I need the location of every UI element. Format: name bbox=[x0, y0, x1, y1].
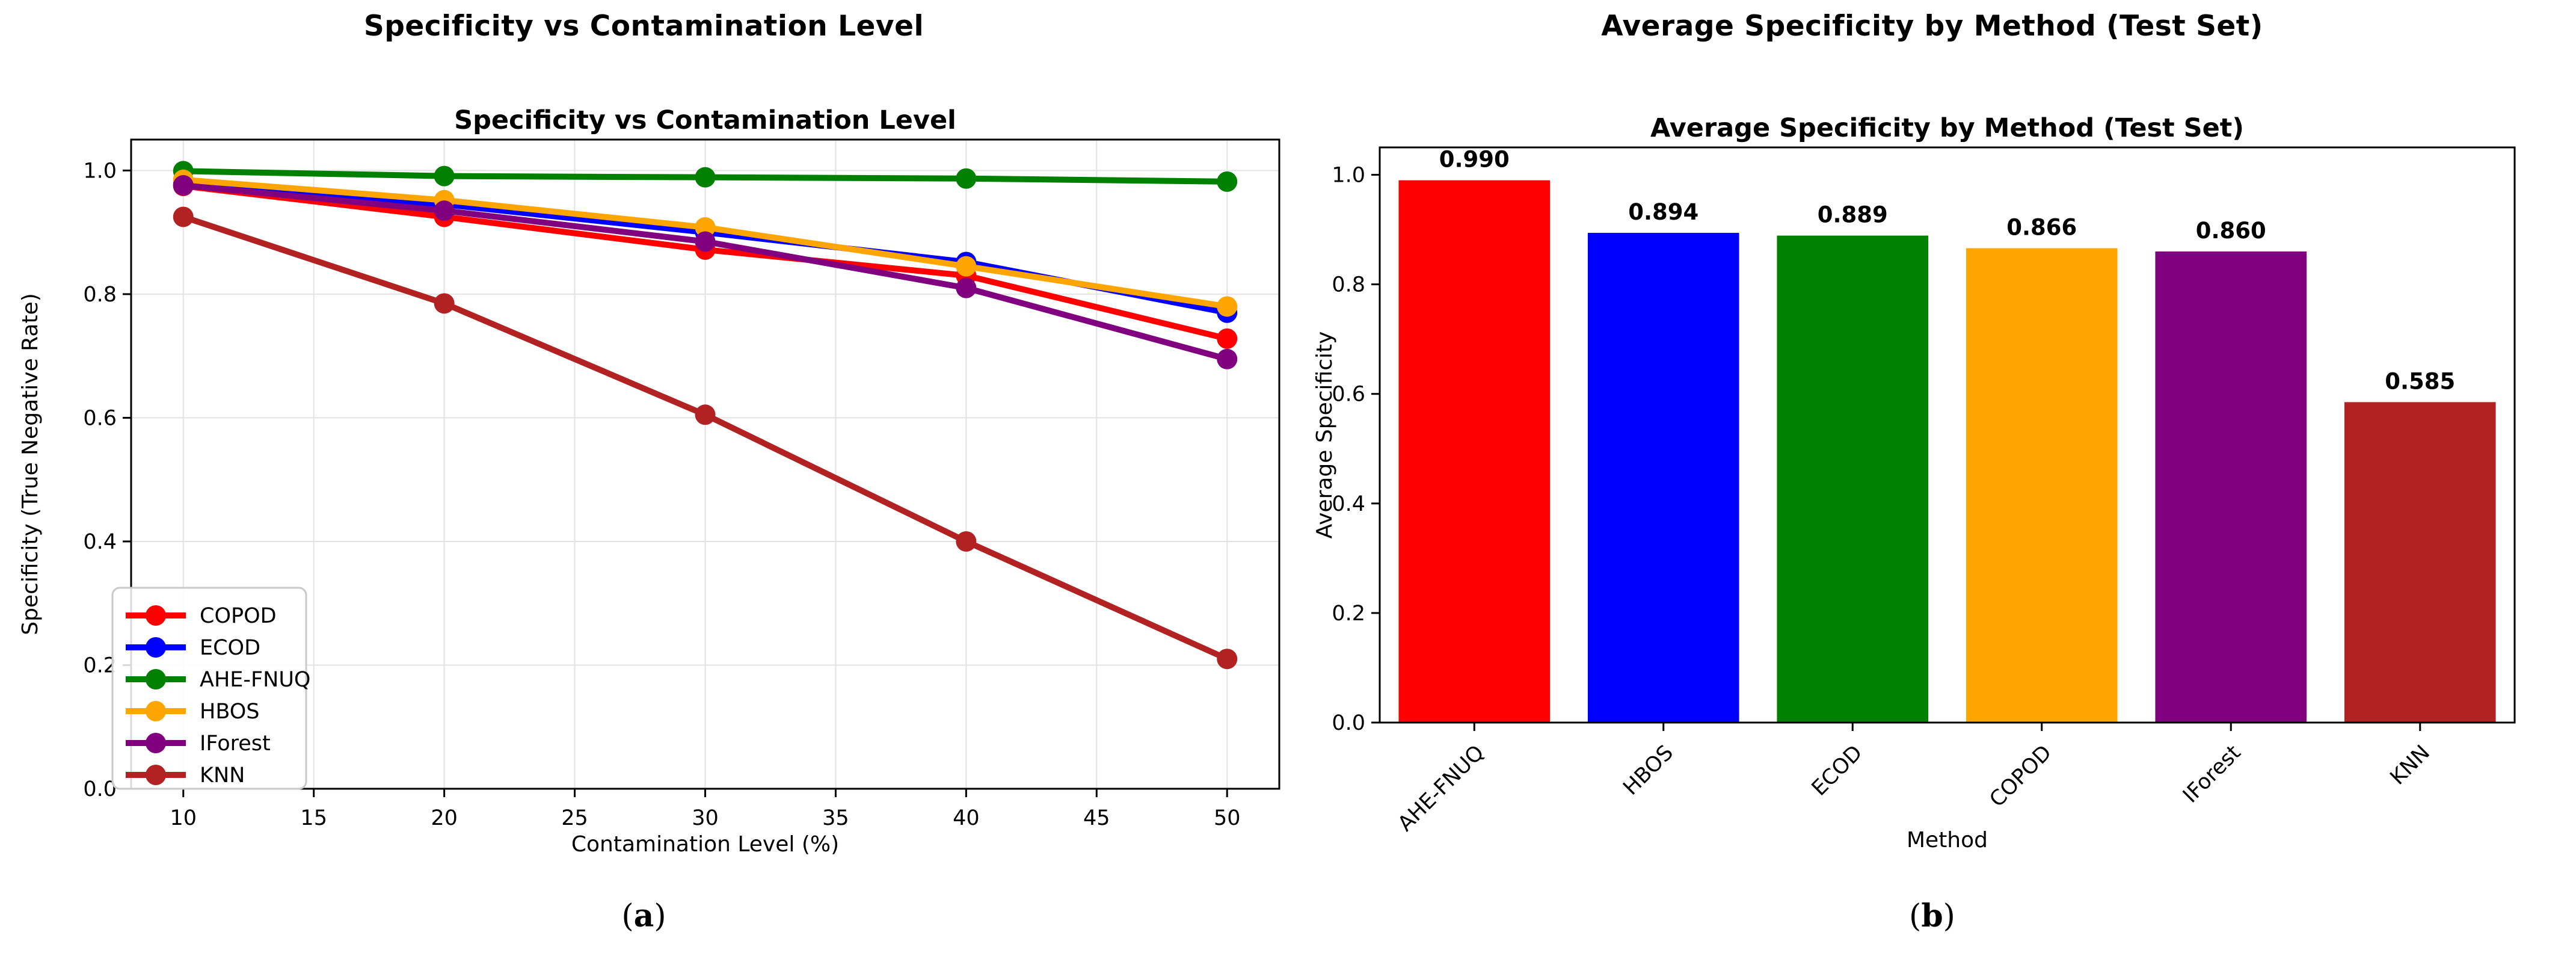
y-tick-label: 0.4 bbox=[83, 530, 117, 554]
legend-label-ecod: ECOD bbox=[200, 636, 260, 660]
bar-ecod bbox=[1777, 235, 1929, 723]
x-tick-label-ecod: ECOD bbox=[1807, 741, 1867, 801]
x-tick-label-iforest: IForest bbox=[2178, 741, 2246, 808]
data-point-marker bbox=[173, 175, 194, 196]
x-tick-label-hbos: HBOS bbox=[1618, 741, 1678, 800]
x-axis-label: Contamination Level (%) bbox=[571, 832, 839, 857]
legend-label-knn: KNN bbox=[200, 763, 245, 788]
x-axis-label: Method bbox=[1907, 828, 1988, 853]
x-tick-label-copod: COPOD bbox=[1985, 741, 2057, 812]
data-point-marker bbox=[1217, 171, 1238, 192]
bar-chart-svg: 0.990 0.894 0.889 0.866 0.860 0.585 0.0 0.2 0.4 0… bbox=[1312, 113, 2516, 853]
legend-marker-sample bbox=[146, 669, 166, 689]
figure-title-a: Specificity vs Contamination Level bbox=[363, 10, 924, 43]
data-point-marker bbox=[695, 404, 716, 425]
caption-b-letter: b bbox=[1921, 898, 1943, 934]
panel-a: Specificity vs Contamination Level 10 15 2… bbox=[0, 10, 1288, 934]
y-tick-label: 1.0 bbox=[1332, 164, 1365, 188]
y-tick-label: 0.0 bbox=[1332, 711, 1365, 735]
y-tick-label: 1.0 bbox=[83, 159, 117, 183]
data-point-marker bbox=[434, 293, 455, 314]
x-tick-label: 25 bbox=[561, 806, 588, 830]
data-point-marker bbox=[956, 531, 977, 552]
axes-title: Average Specificity by Method (Test Set) bbox=[1650, 113, 2244, 143]
data-point-marker bbox=[956, 277, 977, 298]
y-tick-label: 0.6 bbox=[1332, 383, 1365, 407]
series-knn bbox=[173, 206, 1238, 670]
x-tick-label-knn: KNN bbox=[2386, 741, 2435, 790]
caption-b-open: ( bbox=[1909, 898, 1922, 934]
y-tick-label: 0.4 bbox=[1332, 492, 1365, 516]
legend-label-ahe-fnuq: AHE-FNUQ bbox=[200, 668, 311, 692]
legend-marker-sample bbox=[146, 733, 166, 753]
data-point-marker bbox=[695, 167, 716, 188]
bar-copod bbox=[1966, 248, 2118, 723]
series-hbos bbox=[173, 169, 1238, 317]
x-tick-label: 10 bbox=[170, 806, 197, 830]
data-point-marker bbox=[434, 165, 455, 187]
data-point-marker bbox=[956, 256, 977, 277]
series-iforest bbox=[173, 175, 1238, 369]
caption-a-open: ( bbox=[621, 898, 634, 934]
legend-marker-sample bbox=[146, 765, 166, 785]
bar-value-label: 0.889 bbox=[1818, 202, 1888, 228]
legend-label-copod: COPOD bbox=[200, 604, 277, 628]
data-point-marker bbox=[956, 168, 977, 189]
legend-marker-sample bbox=[146, 637, 166, 658]
panel-b: Average Specificity by Method (Test Set)… bbox=[1288, 0, 2576, 956]
plot-frame bbox=[1379, 146, 2516, 724]
caption-b: (b) bbox=[1288, 898, 2576, 934]
data-point-marker bbox=[1217, 348, 1238, 369]
data-point-marker bbox=[173, 206, 194, 227]
caption-a: (a) bbox=[0, 898, 1288, 934]
y-tick-label: 0.2 bbox=[83, 653, 117, 677]
legend-label-iforest: IForest bbox=[200, 732, 271, 756]
bar-value-label: 0.990 bbox=[1439, 147, 1510, 173]
bar-value-label: 0.866 bbox=[2006, 215, 2077, 241]
data-point-marker bbox=[434, 200, 455, 221]
data-point-marker bbox=[1217, 296, 1238, 317]
caption-a-letter: a bbox=[633, 898, 654, 934]
legend-marker-sample bbox=[146, 701, 166, 721]
bar-hbos bbox=[1587, 233, 1739, 723]
y-tick-label: 0.8 bbox=[83, 283, 117, 307]
bar-value-label: 0.894 bbox=[1628, 199, 1698, 225]
y-tick-label: 0.2 bbox=[1332, 602, 1365, 626]
caption-a-close: ) bbox=[654, 898, 666, 934]
bar-knn bbox=[2344, 402, 2496, 723]
data-point-marker bbox=[1217, 328, 1238, 349]
legend-label-hbos: HBOS bbox=[200, 700, 259, 724]
y-axis-label: Average Specificity bbox=[1312, 332, 1337, 539]
y-tick-label: 0.6 bbox=[83, 406, 117, 430]
y-tick-label: 0.0 bbox=[83, 777, 117, 801]
x-tick-label-ahe-fnuq: AHE-FNUQ bbox=[1394, 741, 1489, 836]
data-point-marker bbox=[695, 231, 716, 252]
x-tick-label: 15 bbox=[300, 806, 327, 830]
caption-b-close: ) bbox=[1943, 898, 1955, 934]
y-tick-label: 0.8 bbox=[1332, 273, 1365, 297]
x-tick-label: 30 bbox=[692, 806, 719, 830]
x-tick-label: 35 bbox=[822, 806, 849, 830]
figure-title-b: Average Specificity by Method (Test Set) bbox=[1601, 10, 2263, 43]
bar-value-label: 0.860 bbox=[2196, 218, 2266, 244]
legend-marker-sample bbox=[146, 605, 166, 626]
legend: COPOD ECOD AHE-FNUQ HBOS IForest KNN bbox=[111, 587, 311, 790]
bar-ahe-fnuq bbox=[1398, 180, 1551, 723]
data-point-marker bbox=[695, 217, 716, 238]
line-chart-svg: 10 15 20 25 30 35 40 45 50 0.0 0.2 0.4 0.6 0.8 1.0 Spec… bbox=[18, 105, 1280, 857]
y-axis-label: Specificity (True Negative Rate) bbox=[18, 293, 43, 635]
bar-iforest bbox=[2155, 251, 2307, 723]
data-point-marker bbox=[1217, 649, 1238, 670]
x-tick-label: 50 bbox=[1214, 806, 1241, 830]
bar-value-label: 0.585 bbox=[2385, 368, 2455, 394]
x-tick-label: 45 bbox=[1083, 806, 1110, 830]
axes-title: Specificity vs Contamination Level bbox=[454, 105, 956, 135]
x-tick-label: 40 bbox=[953, 806, 980, 830]
x-tick-label: 20 bbox=[431, 806, 458, 830]
